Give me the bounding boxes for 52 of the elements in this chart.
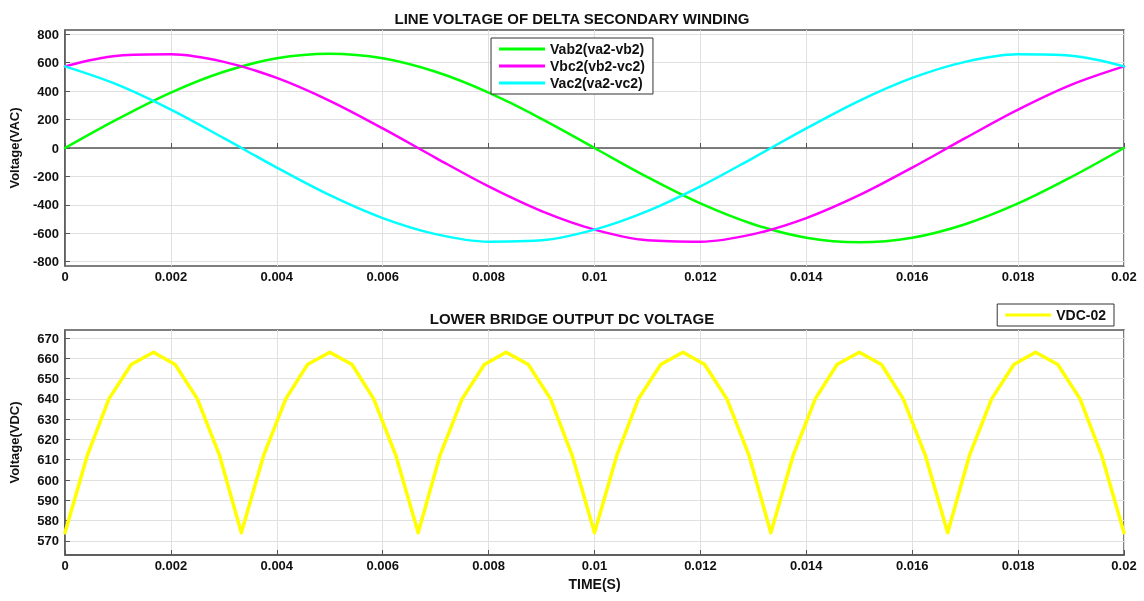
x-tick-label: 0.018: [1001, 269, 1035, 284]
y-tick-label: -600: [32, 225, 59, 241]
x-tick-label: 0.008: [472, 558, 505, 573]
y-tick-label: 650: [37, 371, 59, 387]
x-tick-label: 0.004: [260, 558, 294, 573]
x-tick-label: 0: [61, 558, 69, 573]
y-tick-label: 200: [37, 112, 59, 128]
y-tick-label: 600: [37, 472, 59, 488]
x-tick-label: 0.014: [790, 558, 824, 573]
y-tick-label: 660: [37, 350, 59, 366]
y-axis-title: Voltage(VAC): [7, 107, 22, 189]
x-tick-label: 0.016: [895, 269, 929, 284]
x-tick-label: 0.012: [684, 558, 717, 573]
legend-label: Vab2(va2-vb2): [550, 41, 645, 57]
x-tick-label: 0.012: [684, 269, 717, 284]
legend-label: VDC-02: [1056, 307, 1107, 323]
x-tick-label: 0.006: [366, 269, 399, 284]
x-tick-label: 0.002: [154, 558, 188, 573]
y-tick-label: 640: [37, 391, 59, 407]
x-tick-label: 0.018: [1001, 558, 1035, 573]
y-tick-label: 670: [37, 330, 59, 346]
y-tick-label: 580: [37, 513, 59, 529]
y-axis-title: Voltage(VDC): [7, 401, 22, 484]
x-tick-label: 0.002: [154, 269, 188, 284]
y-tick-label: 600: [37, 55, 59, 71]
y-tick-label: -800: [32, 254, 59, 270]
x-tick-label: 0.014: [790, 269, 824, 284]
chart-title: LINE VOLTAGE OF DELTA SECONDARY WINDING: [394, 10, 750, 27]
y-tick-label: 0: [51, 140, 59, 156]
y-tick-label: -400: [32, 197, 59, 213]
chart-title: LOWER BRIDGE OUTPUT DC VOLTAGE: [429, 310, 715, 327]
y-tick-label: 630: [37, 411, 59, 427]
y-tick-label: 570: [37, 533, 59, 549]
x-tick-label: 0.02: [1111, 269, 1137, 284]
x-tick-label: 0.006: [366, 558, 399, 573]
legend-label: Vac2(va2-vc2): [550, 75, 643, 91]
y-tick-label: 620: [37, 431, 59, 447]
y-tick-label: -200: [32, 168, 59, 184]
y-tick-label: 800: [37, 26, 59, 42]
y-tick-label: 590: [37, 492, 59, 508]
x-axis-title: TIME(S): [568, 575, 621, 592]
line-series: [63, 350, 1126, 535]
legend-label: Vbc2(vb2-vc2): [550, 58, 645, 74]
x-tick-label: 0.016: [895, 558, 929, 573]
x-tick-label: 0.02: [1111, 558, 1137, 573]
y-tick-label: 400: [37, 83, 59, 99]
x-tick-label: 0: [61, 269, 69, 284]
x-tick-label: 0.008: [472, 269, 505, 284]
x-tick-label: 0.01: [581, 269, 608, 284]
x-tick-label: 0.004: [260, 269, 294, 284]
y-tick-label: 610: [37, 452, 59, 468]
x-tick-label: 0.01: [581, 558, 608, 573]
